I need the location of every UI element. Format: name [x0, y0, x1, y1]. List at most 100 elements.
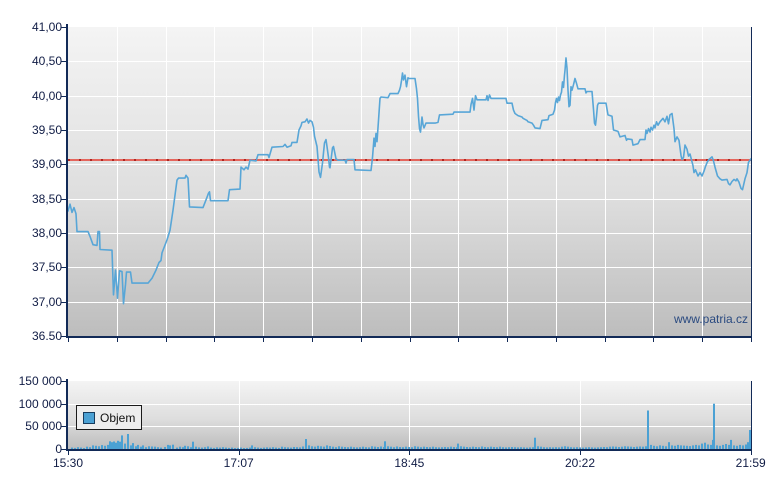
- volume-bar: [195, 446, 197, 449]
- volume-bar: [308, 445, 310, 449]
- volume-bar: [600, 447, 602, 449]
- volume-bar: [417, 446, 419, 449]
- volume-bar: [594, 447, 596, 449]
- volume-bar: [121, 435, 123, 449]
- y-tick-mark: [61, 198, 67, 200]
- volume-bar: [653, 445, 655, 449]
- volume-bar: [154, 446, 156, 449]
- x-tick-mark: [214, 337, 216, 342]
- x-tick-mark: [653, 337, 655, 342]
- y-tick-mark: [61, 267, 67, 269]
- volume-bar: [730, 439, 732, 449]
- volume-bar: [573, 447, 575, 449]
- volume-bar: [275, 447, 277, 449]
- volume-bar: [426, 447, 428, 449]
- time-axis-label: 20:22: [564, 456, 596, 470]
- volume-bar: [692, 445, 694, 449]
- volume-bar: [591, 447, 593, 449]
- vertical-gridline: [409, 27, 411, 336]
- volume-y-axis-label: 0: [55, 442, 62, 456]
- volume-bar: [117, 440, 119, 449]
- volume-bar: [579, 447, 581, 449]
- volume-bar: [387, 446, 389, 449]
- x-tick-mark: [750, 450, 752, 455]
- x-tick-mark: [360, 337, 362, 342]
- volume-bar: [736, 445, 738, 449]
- price-y-axis-label: 38,00: [31, 226, 62, 240]
- volume-bar: [169, 445, 171, 449]
- volume-bar: [362, 446, 364, 449]
- volume-bar: [109, 441, 111, 449]
- volume-bar: [546, 447, 548, 449]
- volume-bar: [450, 446, 452, 449]
- y-tick-mark: [61, 336, 67, 337]
- x-tick-mark: [68, 450, 69, 455]
- volume-bar: [135, 446, 137, 449]
- volume-bar: [115, 442, 117, 449]
- y-tick-mark: [61, 130, 67, 131]
- volume-bar: [457, 443, 459, 449]
- volume-chart-plot-area: Objem: [68, 381, 751, 449]
- previous-close-reference-line: [68, 158, 751, 161]
- y-tick-mark: [61, 61, 67, 63]
- volume-bar: [384, 441, 386, 449]
- volume-bar: [683, 445, 685, 449]
- volume-bar: [475, 447, 477, 449]
- price-line: [68, 57, 751, 305]
- volume-bar: [511, 447, 513, 449]
- volume-bar: [130, 445, 132, 449]
- volume-bar: [148, 446, 150, 449]
- vertical-gridline: [702, 27, 704, 336]
- volume-bar: [302, 446, 304, 449]
- volume-bar: [210, 447, 212, 449]
- price-y-axis-label: 36.50: [31, 329, 62, 343]
- volume-bar: [228, 447, 230, 449]
- volume-bar: [359, 447, 361, 449]
- x-tick-mark: [68, 337, 69, 342]
- x-tick-mark: [116, 337, 118, 342]
- x-tick-mark: [409, 337, 411, 342]
- volume-bar: [668, 442, 670, 449]
- volume-bar: [656, 446, 658, 449]
- volume-bar: [481, 446, 483, 449]
- volume-bar: [251, 445, 253, 449]
- y-tick-mark: [61, 301, 67, 303]
- x-tick-mark: [702, 337, 704, 342]
- volume-bar: [609, 446, 611, 449]
- volume-bar: [137, 444, 139, 449]
- volume-bar: [290, 447, 292, 449]
- volume-bar: [642, 446, 644, 449]
- volume-bar: [107, 444, 109, 449]
- volume-bar: [695, 444, 697, 449]
- volume-bar: [119, 441, 121, 449]
- volume-bar: [722, 444, 724, 449]
- vertical-gridline: [604, 27, 606, 336]
- volume-bar: [396, 446, 398, 449]
- volume-bar: [739, 444, 741, 449]
- volume-bar: [249, 447, 251, 449]
- volume-bar: [86, 446, 88, 449]
- volume-bar: [713, 403, 715, 449]
- volume-bar: [237, 447, 239, 449]
- volume-bar: [447, 447, 449, 449]
- volume-bar: [278, 447, 280, 449]
- vertical-gridline: [580, 381, 581, 449]
- volume-bar: [444, 447, 446, 449]
- vertical-gridline: [507, 27, 509, 336]
- volume-bar: [305, 439, 307, 449]
- volume-bar: [374, 446, 376, 449]
- time-axis-label: 17:07: [223, 456, 254, 470]
- volume-bar: [95, 445, 97, 449]
- volume-bar: [190, 447, 192, 449]
- volume-bar: [317, 445, 319, 449]
- price-y-axis-label: 40,00: [31, 88, 62, 103]
- volume-bar: [329, 446, 331, 449]
- volume-bar: [745, 444, 747, 449]
- volume-bar: [478, 447, 480, 449]
- volume-bar: [665, 446, 667, 449]
- price-y-axis-label: 39,00: [31, 157, 62, 172]
- volume-bar: [225, 447, 227, 449]
- volume-bar: [240, 447, 242, 449]
- volume-bar: [140, 446, 142, 449]
- volume-bar: [558, 447, 560, 449]
